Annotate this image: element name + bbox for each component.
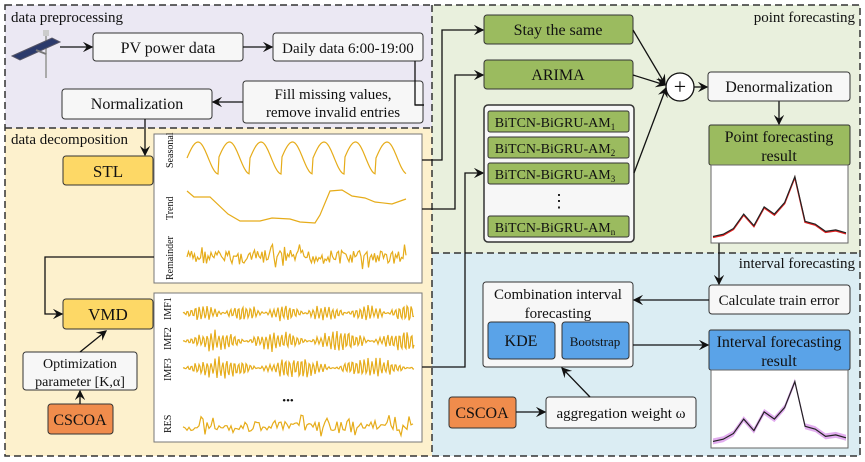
stay-same-box — [483, 14, 634, 45]
remainder-wave — [186, 242, 407, 270]
stay-same-text: Stay the same — [514, 22, 603, 39]
model-label: BiTCN-BiGRU-AM1 — [495, 116, 615, 132]
label-decomposition: data decomposition — [11, 132, 129, 148]
remainder-label: Remainder — [165, 235, 176, 280]
model-label: BiTCN-BiGRU-AM3 — [495, 168, 616, 184]
denormalization-text: Denormalization — [725, 79, 833, 96]
sum-arrows — [632, 29, 785, 286]
fill-missing-text-2: remove invalid entries — [266, 105, 400, 121]
model-item: BiTCN-BiGRU-AM1 — [487, 110, 630, 133]
combination-text-2: forecasting — [525, 306, 592, 322]
seasonal-wave — [186, 141, 407, 175]
vmd-ellipsis: ••• — [282, 395, 294, 407]
component-waveforms — [182, 141, 415, 438]
vmd-text: VMD — [88, 305, 128, 324]
stl-text: STL — [93, 162, 123, 181]
model-item: BiTCN-BiGRU-AMn — [487, 215, 630, 238]
stl-box — [62, 155, 154, 186]
forecast-line — [712, 379, 847, 442]
fill-missing-text-1: Fill missing values, — [274, 87, 391, 103]
imf2-wave — [182, 329, 415, 352]
model-label: BiTCN-BiGRU-AM2 — [495, 142, 615, 158]
model-item: BiTCN-BiGRU-AM3 — [487, 162, 630, 185]
optimization-text-2: parameter [K,α] — [35, 375, 125, 390]
interval-result-text-2: result — [761, 353, 797, 370]
to-model-arrows — [422, 24, 485, 368]
model-list: BiTCN-BiGRU-AM1 BiTCN-BiGRU-AM2 BiTCN-BiGR… — [487, 110, 630, 238]
res-wave — [182, 414, 414, 438]
calc-error-text: Calculate train error — [719, 293, 840, 309]
cscoa-text-decomposition: CSCOA — [53, 412, 107, 429]
combination-text-1: Combination interval — [494, 287, 622, 303]
point-forecast-curve — [712, 174, 847, 239]
trend-wave — [186, 189, 407, 224]
solar-panel-icon — [10, 30, 62, 78]
stl-components-panel — [153, 133, 423, 284]
label-preprocessing: data preprocessing — [11, 10, 124, 26]
denormalization-box — [707, 71, 851, 102]
interval-result-text-1: Interval forecasting — [717, 334, 842, 351]
imf3-wave — [182, 356, 415, 379]
plus-icon: + — [674, 74, 686, 99]
daily-data-text: Daily data 6:00-19:00 — [282, 41, 414, 57]
point-result-text-2: result — [761, 148, 797, 165]
model-vdots: ⋮ — [550, 191, 568, 211]
res-label: RES — [163, 415, 174, 433]
model-label: BiTCN-BiGRU-AMn — [495, 221, 616, 237]
interval-arrows — [516, 294, 710, 418]
arima-box — [483, 59, 634, 90]
imf1-label: IMF1 — [163, 297, 174, 320]
model-item: BiTCN-BiGRU-AM2 — [487, 136, 630, 159]
normalization-text: Normalization — [91, 96, 183, 113]
decomposition-arrows — [44, 256, 154, 404]
optimization-text-1: Optimization — [43, 357, 117, 372]
arima-text: ARIMA — [531, 67, 585, 84]
cscoa-text-interval: CSCOA — [455, 405, 509, 422]
label-interval: interval forecasting — [739, 256, 856, 272]
kde-box — [487, 321, 556, 360]
preprocessing-arrows — [60, 41, 424, 157]
interval-forecast-curve — [712, 378, 847, 445]
point-result-text-1: Point forecasting — [725, 129, 834, 146]
bootstrap-box — [561, 321, 630, 360]
region-borders — [4, 4, 861, 457]
trend-label: Trend — [165, 196, 176, 220]
imf3-label: IMF3 — [163, 358, 174, 381]
bootstrap-text: Bootstrap — [570, 334, 621, 349]
label-point: point forecasting — [754, 10, 856, 26]
forecast-line — [712, 174, 847, 237]
imf1-wave — [182, 304, 415, 322]
kde-text: KDE — [505, 333, 538, 350]
seasonal-label: Seasonal — [165, 132, 176, 168]
aggregation-weight-text: aggregation weight ω — [556, 406, 685, 422]
imf2-label: IMF2 — [163, 327, 174, 350]
pv-power-data-text: PV power data — [121, 40, 216, 57]
